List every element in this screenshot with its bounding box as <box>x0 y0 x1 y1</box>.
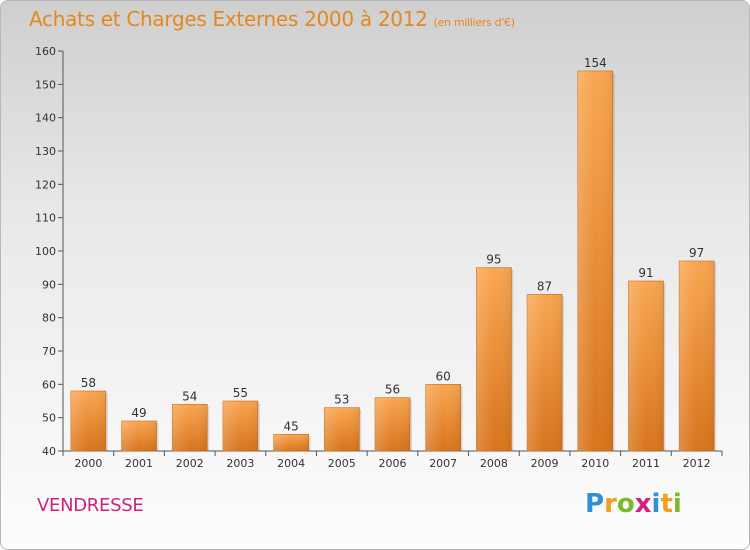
data-labels: 58 49 54 55 45 53 56 60 95 87 154 91 97 <box>81 56 705 433</box>
proxiti-logo: Proxiti <box>585 489 682 519</box>
y-tick-label: 150 <box>35 78 56 91</box>
logo-letter: i <box>672 489 682 519</box>
chart-title: Achats et Charges Externes 2000 à 2012 (e… <box>29 7 515 31</box>
x-tick-label: 2008 <box>480 457 508 470</box>
bar-highlight <box>628 281 664 451</box>
bar-highlight <box>527 294 563 451</box>
bar-highlight <box>273 434 309 451</box>
x-tick-label: 2004 <box>277 457 305 470</box>
chart-title-text: Achats et Charges Externes 2000 à 2012 <box>29 7 428 31</box>
logo-letter: o <box>616 489 635 519</box>
y-tick-label: 50 <box>42 412 56 425</box>
x-tick-label: 2007 <box>429 457 457 470</box>
bar-highlight <box>679 261 715 451</box>
bar-highlight <box>476 267 512 451</box>
x-tick-label: 2012 <box>683 457 711 470</box>
x-tick-label: 2000 <box>74 457 102 470</box>
y-tick-label: 40 <box>42 445 56 458</box>
data-label: 54 <box>182 389 197 403</box>
y-tick-label: 120 <box>35 178 56 191</box>
y-tick-label: 110 <box>35 212 56 225</box>
logo-letter: t <box>660 489 673 519</box>
y-tick-label: 70 <box>42 345 56 358</box>
x-tick-label: 2002 <box>176 457 204 470</box>
commune-name: VENDRESSE <box>37 495 144 516</box>
y-tick-label: 160 <box>35 45 56 58</box>
logo-letter: i <box>651 489 661 519</box>
data-label: 55 <box>233 386 248 400</box>
data-label: 58 <box>81 376 96 390</box>
bar-highlight <box>121 421 157 451</box>
y-tick-label: 130 <box>35 145 56 158</box>
y-tick-label: 80 <box>42 312 56 325</box>
data-label: 154 <box>584 56 607 70</box>
y-tick-label: 140 <box>35 112 56 125</box>
x-tick-label: 2011 <box>632 457 660 470</box>
y-tick-label: 90 <box>42 278 56 291</box>
x-tick-label: 2005 <box>328 457 356 470</box>
data-label: 87 <box>537 279 552 293</box>
data-label: 95 <box>486 253 501 267</box>
x-tick-label: 2006 <box>379 457 407 470</box>
bar-highlight <box>222 401 258 451</box>
chart-unit: (en milliers d'€) <box>433 16 515 29</box>
data-label: 45 <box>283 419 298 433</box>
data-label: 60 <box>436 369 451 383</box>
data-label: 56 <box>385 383 400 397</box>
bar-highlight <box>577 71 613 451</box>
bar-highlight <box>375 397 410 451</box>
data-label: 97 <box>689 246 704 260</box>
data-label: 53 <box>334 393 349 407</box>
bar-highlight <box>172 404 208 451</box>
x-tick-label: 2010 <box>581 457 609 470</box>
logo-letter: r <box>604 489 617 519</box>
logo-letter: x <box>634 489 652 519</box>
x-tick-label: 2003 <box>226 457 254 470</box>
y-tick-label: 60 <box>42 378 56 391</box>
x-axis: 2000 2001 2002 2003 2004 2005 2006 2007 2008 2009… <box>62 450 723 470</box>
data-label: 49 <box>131 406 146 420</box>
x-tick-label: 2001 <box>125 457 153 470</box>
bars <box>70 70 717 452</box>
bar-highlight <box>70 391 106 451</box>
logo-letter: P <box>585 489 605 519</box>
y-axis: 40 50 60 70 80 90 100 110 120 130 140 150 160 <box>35 45 64 458</box>
y-tick-label: 100 <box>35 245 56 258</box>
bar-highlight <box>425 384 461 451</box>
x-tick-label: 2009 <box>531 457 559 470</box>
bar-highlight <box>324 407 360 451</box>
data-label: 91 <box>638 266 653 280</box>
